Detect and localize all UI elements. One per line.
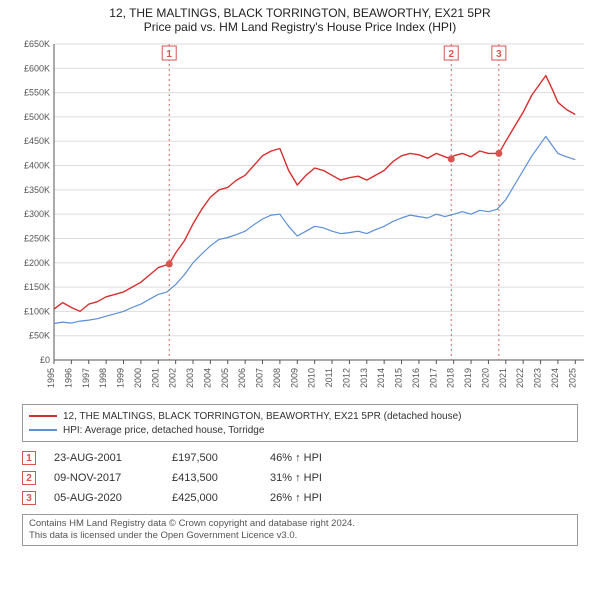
chart-title-line2: Price paid vs. HM Land Registry's House … [10,20,590,34]
legend-label-hpi: HPI: Average price, detached house, Torr… [63,425,264,436]
svg-text:2020: 2020 [480,368,490,388]
svg-text:£200K: £200K [24,258,50,268]
footer-line2: This data is licensed under the Open Gov… [29,530,571,542]
legend-item-property: 12, THE MALTINGS, BLACK TORRINGTON, BEAW… [29,409,571,423]
transaction-pct: 26% ↑ HPI [270,492,360,504]
transactions-table: 1 23-AUG-2001 £197,500 46% ↑ HPI 2 09-NO… [22,448,578,508]
legend-swatch-property [29,415,57,417]
svg-text:2021: 2021 [498,368,508,388]
svg-text:1998: 1998 [98,368,108,388]
svg-text:£0: £0 [40,355,50,365]
svg-text:£50K: £50K [29,331,50,341]
transaction-date: 23-AUG-2001 [54,452,154,464]
svg-text:2014: 2014 [376,368,386,388]
table-row: 1 23-AUG-2001 £197,500 46% ↑ HPI [22,448,578,468]
svg-text:2025: 2025 [567,368,577,388]
transaction-marker-2: 2 [22,471,36,485]
svg-text:2015: 2015 [394,368,404,388]
transaction-price: £413,500 [172,472,252,484]
svg-text:2004: 2004 [202,368,212,388]
svg-text:£400K: £400K [24,161,50,171]
svg-text:£100K: £100K [24,306,50,316]
transaction-pct: 31% ↑ HPI [270,472,360,484]
svg-text:2009: 2009 [289,368,299,388]
svg-text:2017: 2017 [428,368,438,388]
svg-text:2024: 2024 [550,368,560,388]
line-chart-svg: £0 £50K £100K £150K £200K £250K £300K £350K £400… [10,38,590,398]
svg-text:2013: 2013 [359,368,369,388]
svg-text:2016: 2016 [411,368,421,388]
svg-text:2001: 2001 [150,368,160,388]
svg-text:2022: 2022 [515,368,525,388]
svg-text:1997: 1997 [81,368,91,388]
svg-text:2003: 2003 [185,368,195,388]
legend-item-hpi: HPI: Average price, detached house, Torr… [29,423,571,437]
svg-text:2011: 2011 [324,368,334,387]
svg-text:2012: 2012 [341,368,351,388]
table-row: 2 09-NOV-2017 £413,500 31% ↑ HPI [22,468,578,488]
transaction-date: 09-NOV-2017 [54,472,154,484]
legend: 12, THE MALTINGS, BLACK TORRINGTON, BEAW… [22,404,578,442]
transaction-price: £425,000 [172,492,252,504]
svg-text:2018: 2018 [446,368,456,388]
svg-text:1996: 1996 [63,368,73,388]
svg-text:£350K: £350K [24,185,50,195]
svg-text:2010: 2010 [307,368,317,388]
transaction-marker-1: 1 [22,451,36,465]
table-row: 3 05-AUG-2020 £425,000 26% ↑ HPI [22,488,578,508]
legend-label-property: 12, THE MALTINGS, BLACK TORRINGTON, BEAW… [63,411,461,422]
transaction-price: £197,500 [172,452,252,464]
svg-text:£500K: £500K [24,112,50,122]
transaction-date: 05-AUG-2020 [54,492,154,504]
legend-swatch-hpi [29,429,57,431]
transaction-pct: 46% ↑ HPI [270,452,360,464]
svg-text:2019: 2019 [463,368,473,388]
svg-text:£600K: £600K [24,63,50,73]
svg-text:2023: 2023 [533,368,543,388]
svg-text:£150K: £150K [24,282,50,292]
svg-text:£250K: £250K [24,233,50,243]
svg-text:1999: 1999 [116,368,126,388]
svg-text:£550K: £550K [24,88,50,98]
svg-text:£650K: £650K [24,39,50,49]
svg-text:2007: 2007 [255,368,265,388]
svg-text:2000: 2000 [133,368,143,388]
svg-text:2: 2 [448,49,454,60]
svg-text:2002: 2002 [168,368,178,388]
svg-text:£450K: £450K [24,136,50,146]
svg-text:1: 1 [166,49,172,60]
chart-title-line1: 12, THE MALTINGS, BLACK TORRINGTON, BEAW… [10,6,590,20]
footer-line1: Contains HM Land Registry data © Crown c… [29,518,571,530]
svg-text:2006: 2006 [237,368,247,388]
svg-text:2005: 2005 [220,368,230,388]
svg-text:1995: 1995 [46,368,56,388]
transaction-marker-3: 3 [22,491,36,505]
chart-container: £0 £50K £100K £150K £200K £250K £300K £350K £400… [10,38,590,398]
svg-text:2008: 2008 [272,368,282,388]
footer-attribution: Contains HM Land Registry data © Crown c… [22,514,578,546]
svg-text:£300K: £300K [24,209,50,219]
svg-text:3: 3 [496,49,502,60]
